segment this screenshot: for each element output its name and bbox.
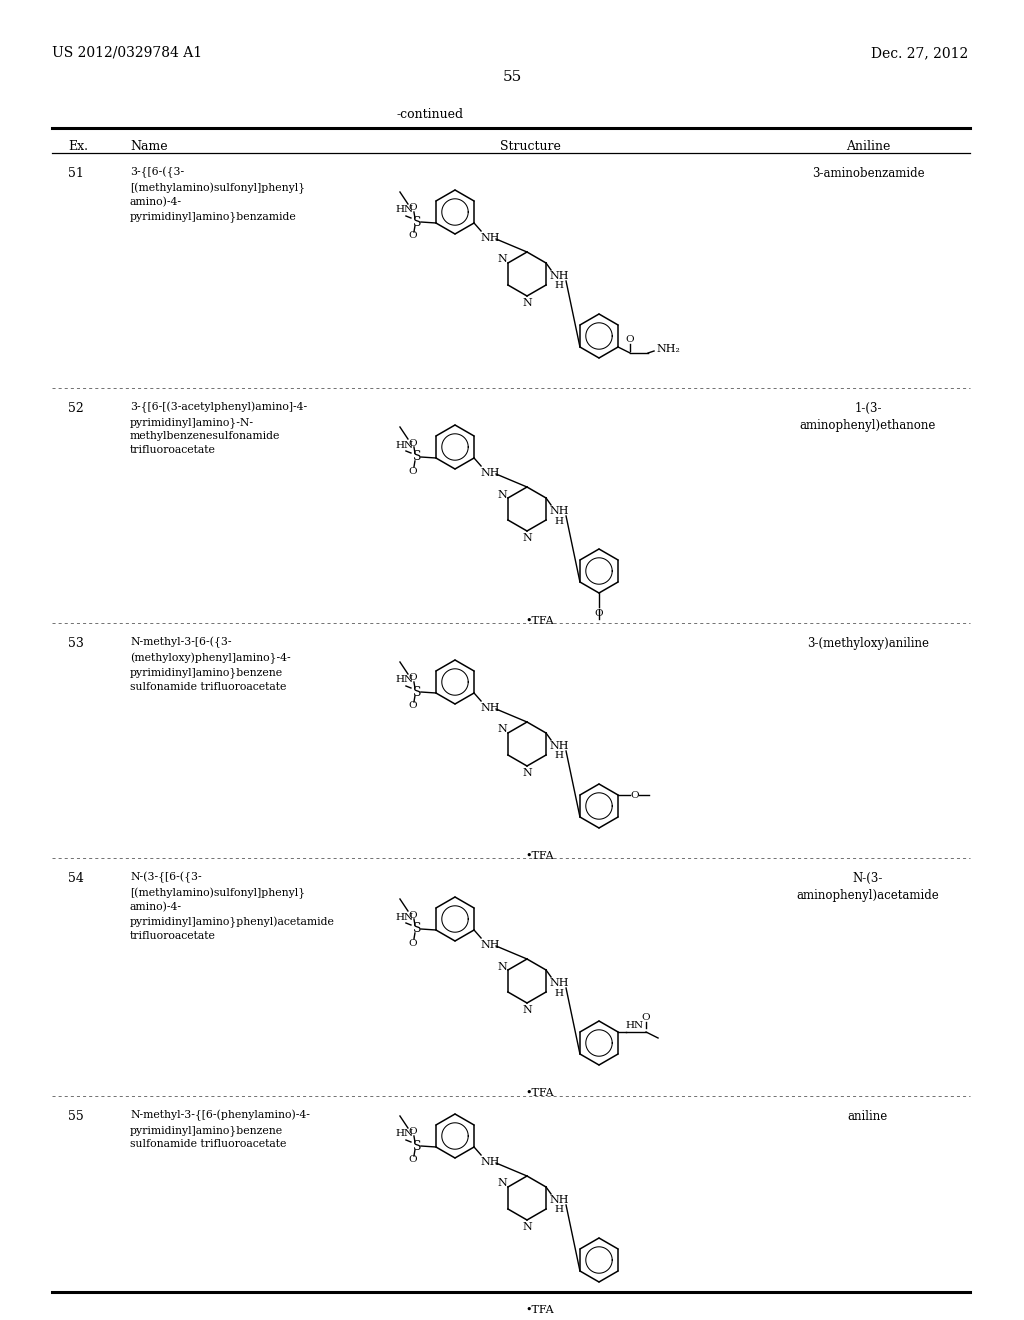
Text: N-(3-{[6-({3-
[(methylamino)sulfonyl]phenyl}
amino)-4-
pyrimidinyl]amino}phenyl): N-(3-{[6-({3- [(methylamino)sulfonyl]phe… <box>130 873 335 941</box>
Text: NH: NH <box>480 469 500 478</box>
Text: O: O <box>642 1014 650 1023</box>
Text: H: H <box>555 989 563 998</box>
Text: N: N <box>522 298 531 308</box>
Text: 3-{[6-({3-
[(methylamino)sulfonyl]phenyl}
amino)-4-
pyrimidinyl]amino}benzamide: 3-{[6-({3- [(methylamino)sulfonyl]phenyl… <box>130 168 305 222</box>
Text: N: N <box>522 533 531 543</box>
Text: 54: 54 <box>68 873 84 884</box>
Text: H: H <box>395 441 404 450</box>
Text: 52: 52 <box>69 403 84 414</box>
Text: aniline: aniline <box>848 1110 888 1123</box>
Text: 51: 51 <box>68 168 84 180</box>
Text: O: O <box>409 1127 417 1137</box>
Text: O: O <box>409 701 417 710</box>
Text: N-methyl-3-[6-({3-
(methyloxy)phenyl]amino}-4-
pyrimidinyl]amino}benzene
sulfona: N-methyl-3-[6-({3- (methyloxy)phenyl]ami… <box>130 638 291 692</box>
Text: N: N <box>634 1022 643 1031</box>
Text: N: N <box>403 206 413 214</box>
Text: US 2012/0329784 A1: US 2012/0329784 A1 <box>52 46 202 59</box>
Text: H: H <box>555 1205 563 1214</box>
Text: Ex.: Ex. <box>68 140 88 153</box>
Text: O: O <box>409 673 417 682</box>
Text: N: N <box>522 1222 531 1232</box>
Text: -continued: -continued <box>396 108 464 121</box>
Text: N: N <box>403 912 413 921</box>
Text: 3-{[6-[(3-acetylphenyl)amino]-4-
pyrimidinyl]amino}-N-
methylbenzenesulfonamide
: 3-{[6-[(3-acetylphenyl)amino]-4- pyrimid… <box>130 403 307 455</box>
Text: NH: NH <box>480 1158 500 1167</box>
Text: N: N <box>497 255 507 264</box>
Text: H: H <box>555 281 563 290</box>
Text: 3-aminobenzamide: 3-aminobenzamide <box>812 168 925 180</box>
Text: O: O <box>626 334 634 343</box>
Text: NH: NH <box>549 506 568 516</box>
Text: NH: NH <box>549 271 568 281</box>
Text: Structure: Structure <box>500 140 560 153</box>
Text: H: H <box>395 206 404 214</box>
Text: O: O <box>409 438 417 447</box>
Text: •TFA: •TFA <box>525 1088 554 1098</box>
Text: 3-(methyloxy)aniline: 3-(methyloxy)aniline <box>807 638 929 649</box>
Text: N: N <box>497 725 507 734</box>
Text: O: O <box>409 203 417 213</box>
Text: H: H <box>555 751 563 760</box>
Text: S: S <box>413 1139 421 1152</box>
Text: N: N <box>522 768 531 777</box>
Text: O: O <box>409 939 417 948</box>
Text: 1-(3-
aminophenyl)ethanone: 1-(3- aminophenyl)ethanone <box>800 403 936 433</box>
Text: N: N <box>522 1005 531 1015</box>
Text: NH: NH <box>480 234 500 243</box>
Text: N: N <box>497 1179 507 1188</box>
Text: H: H <box>555 516 563 525</box>
Text: 55: 55 <box>503 70 521 84</box>
Text: O: O <box>409 466 417 475</box>
Text: Aniline: Aniline <box>846 140 890 153</box>
Text: N: N <box>497 961 507 972</box>
Text: O: O <box>595 609 603 618</box>
Text: S: S <box>413 685 421 698</box>
Text: •TFA: •TFA <box>525 851 554 861</box>
Text: O: O <box>631 791 639 800</box>
Text: N-methyl-3-{[6-(phenylamino)-4-
pyrimidinyl]amino}benzene
sulfonamide trifluoroa: N-methyl-3-{[6-(phenylamino)-4- pyrimidi… <box>130 1110 310 1150</box>
Text: N-(3-
aminophenyl)acetamide: N-(3- aminophenyl)acetamide <box>797 873 939 903</box>
Text: H: H <box>395 1130 404 1138</box>
Text: S: S <box>413 450 421 463</box>
Text: O: O <box>409 231 417 240</box>
Text: N: N <box>497 490 507 499</box>
Text: NH: NH <box>549 978 568 987</box>
Text: NH: NH <box>480 704 500 713</box>
Text: N: N <box>403 441 413 450</box>
Text: NH: NH <box>549 741 568 751</box>
Text: N: N <box>403 1130 413 1138</box>
Text: H: H <box>626 1022 635 1031</box>
Text: H: H <box>395 676 404 685</box>
Text: NH: NH <box>549 1195 568 1205</box>
Text: Dec. 27, 2012: Dec. 27, 2012 <box>870 46 968 59</box>
Text: H: H <box>395 912 404 921</box>
Text: N: N <box>403 676 413 685</box>
Text: NH: NH <box>480 940 500 950</box>
Text: 53: 53 <box>68 638 84 649</box>
Text: NH₂: NH₂ <box>656 345 680 354</box>
Text: S: S <box>413 215 421 228</box>
Text: Name: Name <box>130 140 168 153</box>
Text: 55: 55 <box>69 1110 84 1123</box>
Text: O: O <box>409 911 417 920</box>
Text: S: S <box>413 923 421 936</box>
Text: •TFA: •TFA <box>525 1305 554 1315</box>
Text: O: O <box>409 1155 417 1164</box>
Text: •TFA: •TFA <box>525 616 554 626</box>
